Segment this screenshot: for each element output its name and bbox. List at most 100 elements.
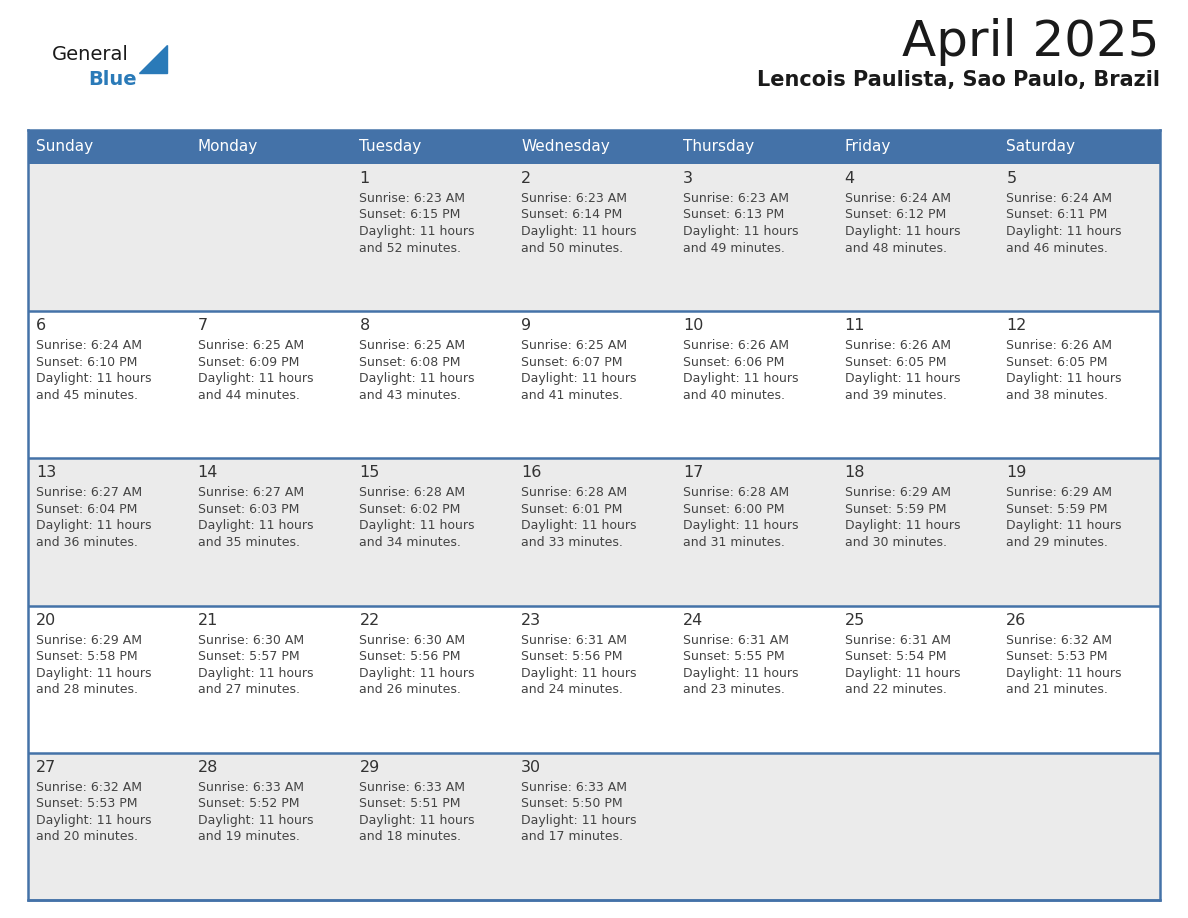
- Text: General: General: [52, 45, 128, 64]
- Bar: [836, 311, 998, 458]
- Text: Daylight: 11 hours: Daylight: 11 hours: [683, 372, 798, 386]
- Text: and 52 minutes.: and 52 minutes.: [360, 241, 461, 254]
- Text: and 31 minutes.: and 31 minutes.: [683, 536, 785, 549]
- Text: Sunrise: 6:25 AM: Sunrise: 6:25 AM: [197, 339, 304, 353]
- Bar: [836, 130, 998, 164]
- Text: and 39 minutes.: and 39 minutes.: [845, 388, 947, 402]
- Text: and 43 minutes.: and 43 minutes.: [360, 388, 461, 402]
- Text: Daylight: 11 hours: Daylight: 11 hours: [36, 520, 152, 532]
- Text: Sunset: 6:14 PM: Sunset: 6:14 PM: [522, 208, 623, 221]
- Text: Daylight: 11 hours: Daylight: 11 hours: [1006, 225, 1121, 238]
- Text: 24: 24: [683, 612, 703, 628]
- Text: Daylight: 11 hours: Daylight: 11 hours: [845, 225, 960, 238]
- Text: Sunset: 5:53 PM: Sunset: 5:53 PM: [36, 798, 138, 811]
- Text: Daylight: 11 hours: Daylight: 11 hours: [36, 666, 152, 679]
- Text: Sunset: 6:02 PM: Sunset: 6:02 PM: [360, 503, 461, 516]
- Text: Daylight: 11 hours: Daylight: 11 hours: [36, 372, 152, 386]
- Text: Sunset: 5:53 PM: Sunset: 5:53 PM: [1006, 650, 1107, 663]
- Text: Friday: Friday: [845, 140, 891, 154]
- Bar: [352, 164, 513, 311]
- Bar: [190, 753, 352, 900]
- Bar: [352, 606, 513, 753]
- Text: Sunset: 6:01 PM: Sunset: 6:01 PM: [522, 503, 623, 516]
- Bar: [675, 458, 836, 606]
- Text: 2: 2: [522, 171, 531, 186]
- Text: 1: 1: [360, 171, 369, 186]
- Text: Sunrise: 6:33 AM: Sunrise: 6:33 AM: [197, 781, 304, 794]
- Bar: [190, 130, 352, 164]
- Text: Daylight: 11 hours: Daylight: 11 hours: [845, 520, 960, 532]
- Text: Daylight: 11 hours: Daylight: 11 hours: [845, 372, 960, 386]
- Text: Sunrise: 6:27 AM: Sunrise: 6:27 AM: [36, 487, 143, 499]
- Text: Sunrise: 6:23 AM: Sunrise: 6:23 AM: [360, 192, 466, 205]
- Text: Sunset: 6:10 PM: Sunset: 6:10 PM: [36, 355, 138, 369]
- Text: and 24 minutes.: and 24 minutes.: [522, 683, 623, 696]
- Text: April 2025: April 2025: [903, 18, 1159, 66]
- Text: Blue: Blue: [88, 70, 137, 89]
- Bar: [998, 130, 1159, 164]
- Text: 26: 26: [1006, 612, 1026, 628]
- Text: Sunset: 5:59 PM: Sunset: 5:59 PM: [845, 503, 946, 516]
- Text: Sunset: 6:03 PM: Sunset: 6:03 PM: [197, 503, 299, 516]
- Text: 4: 4: [845, 171, 854, 186]
- Text: Sunrise: 6:26 AM: Sunrise: 6:26 AM: [683, 339, 789, 353]
- Text: and 26 minutes.: and 26 minutes.: [360, 683, 461, 696]
- Text: Daylight: 11 hours: Daylight: 11 hours: [197, 813, 314, 827]
- Text: 28: 28: [197, 760, 219, 775]
- Text: Daylight: 11 hours: Daylight: 11 hours: [1006, 520, 1121, 532]
- Text: 18: 18: [845, 465, 865, 480]
- Text: Daylight: 11 hours: Daylight: 11 hours: [360, 372, 475, 386]
- Text: Sunset: 6:11 PM: Sunset: 6:11 PM: [1006, 208, 1107, 221]
- Text: and 19 minutes.: and 19 minutes.: [197, 830, 299, 844]
- Text: and 22 minutes.: and 22 minutes.: [845, 683, 947, 696]
- Text: and 49 minutes.: and 49 minutes.: [683, 241, 785, 254]
- Text: Sunrise: 6:24 AM: Sunrise: 6:24 AM: [845, 192, 950, 205]
- Text: 20: 20: [36, 612, 56, 628]
- Text: Sunrise: 6:32 AM: Sunrise: 6:32 AM: [36, 781, 143, 794]
- Text: Sunset: 6:15 PM: Sunset: 6:15 PM: [360, 208, 461, 221]
- Text: Sunrise: 6:23 AM: Sunrise: 6:23 AM: [522, 192, 627, 205]
- Bar: [29, 606, 190, 753]
- Text: and 18 minutes.: and 18 minutes.: [360, 830, 461, 844]
- Text: Sunset: 5:58 PM: Sunset: 5:58 PM: [36, 650, 138, 663]
- Text: Daylight: 11 hours: Daylight: 11 hours: [360, 520, 475, 532]
- Bar: [675, 164, 836, 311]
- Text: 30: 30: [522, 760, 542, 775]
- Text: Sunrise: 6:27 AM: Sunrise: 6:27 AM: [197, 487, 304, 499]
- Text: Sunrise: 6:25 AM: Sunrise: 6:25 AM: [360, 339, 466, 353]
- Text: Sunset: 5:50 PM: Sunset: 5:50 PM: [522, 798, 623, 811]
- Text: and 23 minutes.: and 23 minutes.: [683, 683, 785, 696]
- Text: Sunset: 6:00 PM: Sunset: 6:00 PM: [683, 503, 784, 516]
- Text: Sunset: 6:05 PM: Sunset: 6:05 PM: [1006, 355, 1107, 369]
- Text: Daylight: 11 hours: Daylight: 11 hours: [522, 225, 637, 238]
- Bar: [836, 753, 998, 900]
- Text: 14: 14: [197, 465, 219, 480]
- Text: Daylight: 11 hours: Daylight: 11 hours: [522, 813, 637, 827]
- Text: and 17 minutes.: and 17 minutes.: [522, 830, 624, 844]
- Bar: [836, 458, 998, 606]
- Text: Sunrise: 6:23 AM: Sunrise: 6:23 AM: [683, 192, 789, 205]
- Bar: [675, 606, 836, 753]
- Text: Sunday: Sunday: [36, 140, 93, 154]
- Text: Sunrise: 6:31 AM: Sunrise: 6:31 AM: [522, 633, 627, 646]
- Text: 21: 21: [197, 612, 219, 628]
- Text: 15: 15: [360, 465, 380, 480]
- Text: Sunrise: 6:25 AM: Sunrise: 6:25 AM: [522, 339, 627, 353]
- Text: Sunset: 6:13 PM: Sunset: 6:13 PM: [683, 208, 784, 221]
- Text: Sunrise: 6:31 AM: Sunrise: 6:31 AM: [683, 633, 789, 646]
- Text: Sunset: 5:51 PM: Sunset: 5:51 PM: [360, 798, 461, 811]
- Text: 27: 27: [36, 760, 56, 775]
- Text: and 36 minutes.: and 36 minutes.: [36, 536, 138, 549]
- Bar: [513, 311, 675, 458]
- Text: Daylight: 11 hours: Daylight: 11 hours: [197, 520, 314, 532]
- Text: Daylight: 11 hours: Daylight: 11 hours: [683, 225, 798, 238]
- Text: Daylight: 11 hours: Daylight: 11 hours: [683, 520, 798, 532]
- Text: and 45 minutes.: and 45 minutes.: [36, 388, 138, 402]
- Text: 3: 3: [683, 171, 693, 186]
- Bar: [29, 753, 190, 900]
- Bar: [998, 164, 1159, 311]
- Text: 12: 12: [1006, 319, 1026, 333]
- Bar: [998, 753, 1159, 900]
- Bar: [836, 606, 998, 753]
- Bar: [675, 130, 836, 164]
